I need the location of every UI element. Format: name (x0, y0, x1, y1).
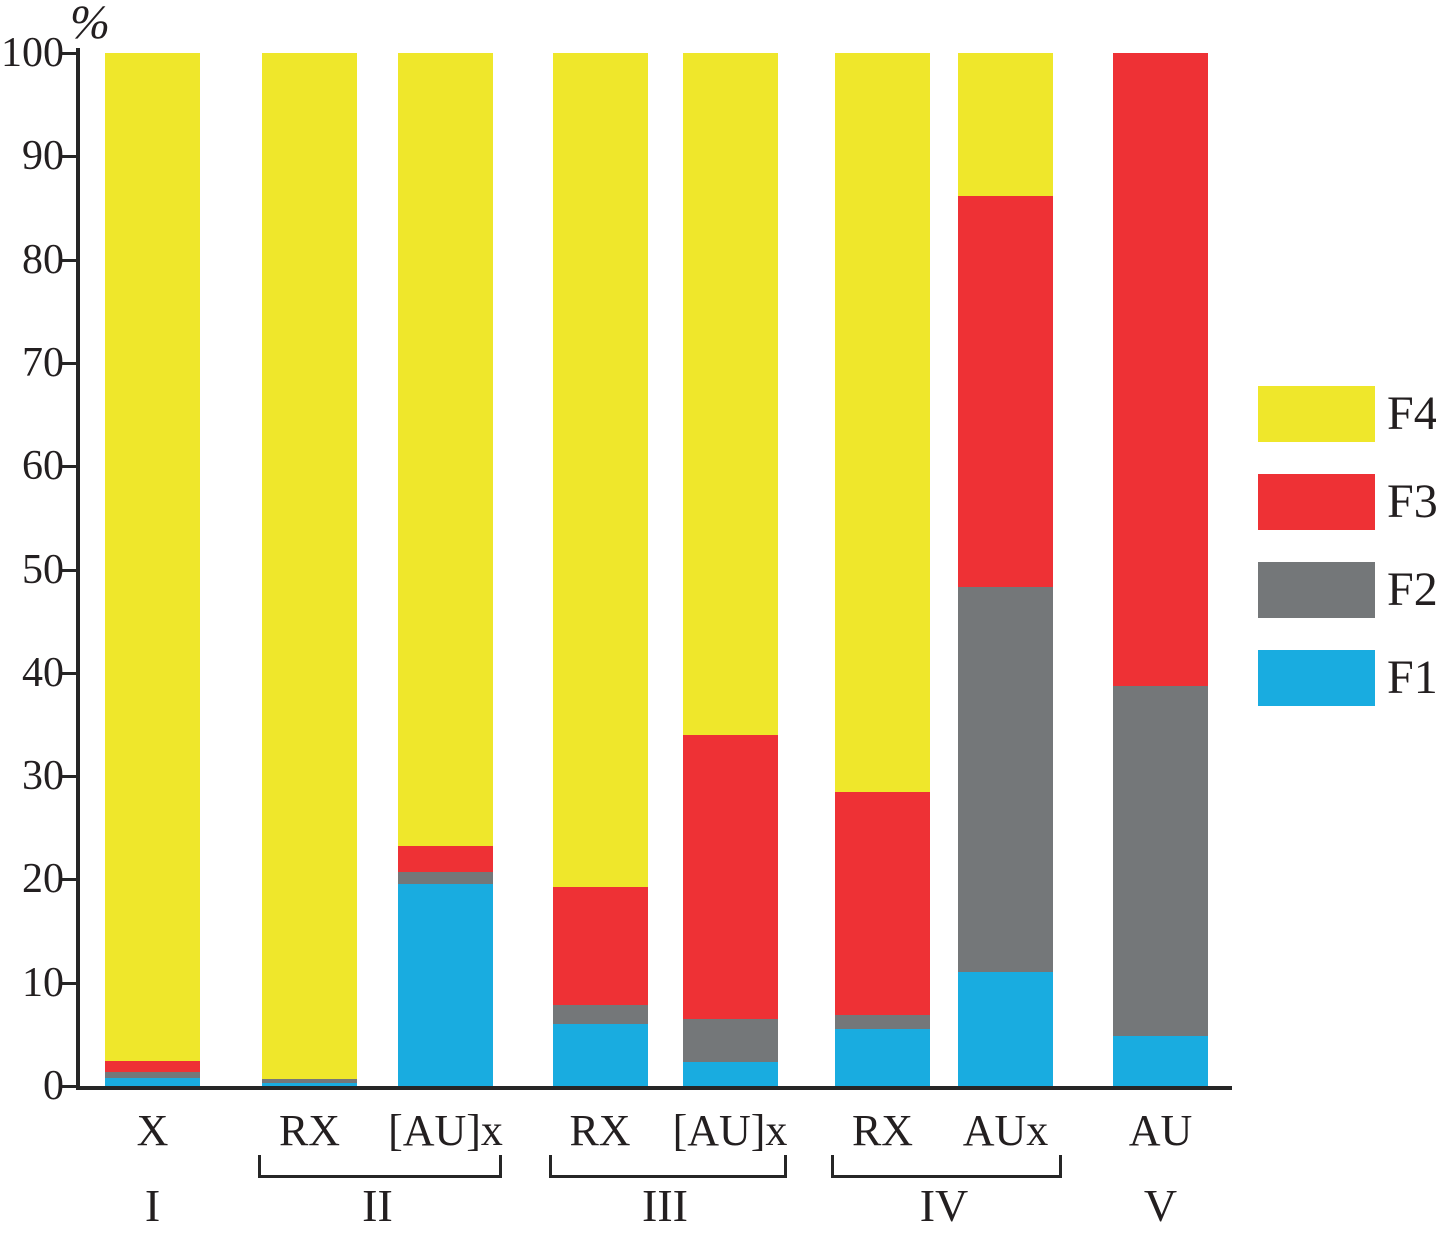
bar-segment-F3 (835, 791, 930, 1015)
legend-swatch-F2 (1258, 562, 1375, 618)
y-tick (60, 465, 78, 469)
bar-segment-F4 (682, 53, 778, 735)
bar-label: X (136, 1106, 169, 1155)
bar-segment-F2 (835, 1014, 930, 1030)
group-bracket-end (258, 1155, 261, 1178)
y-tick-label: 60 (22, 443, 64, 490)
y-tick-label: 50 (22, 546, 64, 593)
y-tick (60, 568, 78, 572)
y-tick (60, 258, 78, 262)
y-axis-unit-label: % (70, 0, 110, 49)
bar-segment-F1 (835, 1029, 930, 1086)
group-bracket-end (783, 1155, 787, 1178)
bar-segment-F3 (1113, 53, 1208, 687)
y-tick (60, 878, 78, 882)
legend-label: F1 (1387, 651, 1436, 704)
bar-segment-F4 (105, 53, 200, 1062)
legend-swatch-F4 (1258, 386, 1375, 442)
y-tick (60, 775, 78, 779)
x-axis-line (76, 1086, 1232, 1090)
y-tick-label: 80 (22, 236, 64, 283)
bar-segment-F3 (105, 1061, 200, 1072)
group-bracket (258, 1175, 502, 1178)
y-tick-label: 10 (22, 959, 64, 1006)
bar-label: [AU]x (672, 1106, 788, 1155)
y-tick-label: 40 (22, 649, 64, 696)
bar-segment-F1 (398, 883, 493, 1086)
legend-label: F2 (1387, 563, 1436, 616)
group-label: IV (919, 1180, 969, 1231)
y-tick (60, 671, 78, 675)
y-tick-label: 70 (22, 339, 64, 386)
bar-segment-F2 (552, 1005, 648, 1025)
bar-label: AU (1128, 1106, 1193, 1155)
bar-segment-F2 (398, 872, 493, 884)
bar-segment-F4 (262, 53, 357, 1079)
bar-segment-F2 (958, 587, 1053, 973)
y-tick-label: 90 (22, 133, 64, 180)
legend-label: F3 (1387, 475, 1436, 528)
group-label: V (1143, 1180, 1178, 1231)
legend-label: F4 (1387, 387, 1436, 440)
y-tick-label: 100 (1, 30, 64, 76)
bar-segment-F4 (552, 53, 648, 887)
y-tick-label: 30 (22, 753, 64, 800)
bar-segment-F2 (105, 1071, 200, 1078)
y-axis-line (76, 48, 80, 1090)
bar-label: RX (278, 1106, 341, 1155)
group-bracket-end (1059, 1155, 1062, 1178)
group-bracket-end (499, 1155, 502, 1178)
bar-label: [AU]x (388, 1106, 503, 1155)
bar-segment-F3 (398, 846, 493, 873)
legend-swatch-F1 (1258, 650, 1375, 706)
bar-segment-F1 (262, 1082, 357, 1086)
bar-segment-F4 (958, 53, 1053, 196)
bar-segment-F3 (552, 886, 648, 1006)
y-tick-label: 20 (22, 856, 64, 903)
group-bracket (831, 1175, 1062, 1178)
bar-label: RX (569, 1106, 631, 1155)
bar-segment-F1 (105, 1077, 200, 1086)
group-label: II (362, 1180, 393, 1231)
y-tick (60, 361, 78, 365)
y-tick (60, 155, 78, 159)
bar-segment-F4 (835, 53, 930, 792)
bar-segment-F4 (398, 53, 493, 847)
group-label: I (144, 1180, 161, 1231)
bar-label: AUx (962, 1106, 1049, 1155)
y-tick (60, 52, 78, 55)
bar-segment-F1 (1113, 1036, 1208, 1086)
y-tick-label: 0 (43, 1063, 64, 1109)
bar-segment-F1 (552, 1024, 648, 1086)
legend-swatch-F3 (1258, 474, 1375, 530)
bar-segment-F2 (682, 1018, 778, 1063)
group-label: III (642, 1180, 688, 1231)
group-bracket-end (548, 1155, 552, 1178)
bar-segment-F3 (958, 195, 1053, 588)
bar-segment-F2 (262, 1078, 357, 1083)
y-tick (60, 981, 78, 985)
bar-segment-F3 (682, 734, 778, 1019)
group-bracket-end (831, 1155, 834, 1178)
bar-segment-F1 (958, 972, 1053, 1086)
bar-segment-F1 (682, 1062, 778, 1086)
bar-label: RX (851, 1106, 914, 1155)
y-tick (60, 1085, 78, 1088)
bar-segment-F2 (1113, 686, 1208, 1037)
group-bracket (548, 1175, 787, 1178)
